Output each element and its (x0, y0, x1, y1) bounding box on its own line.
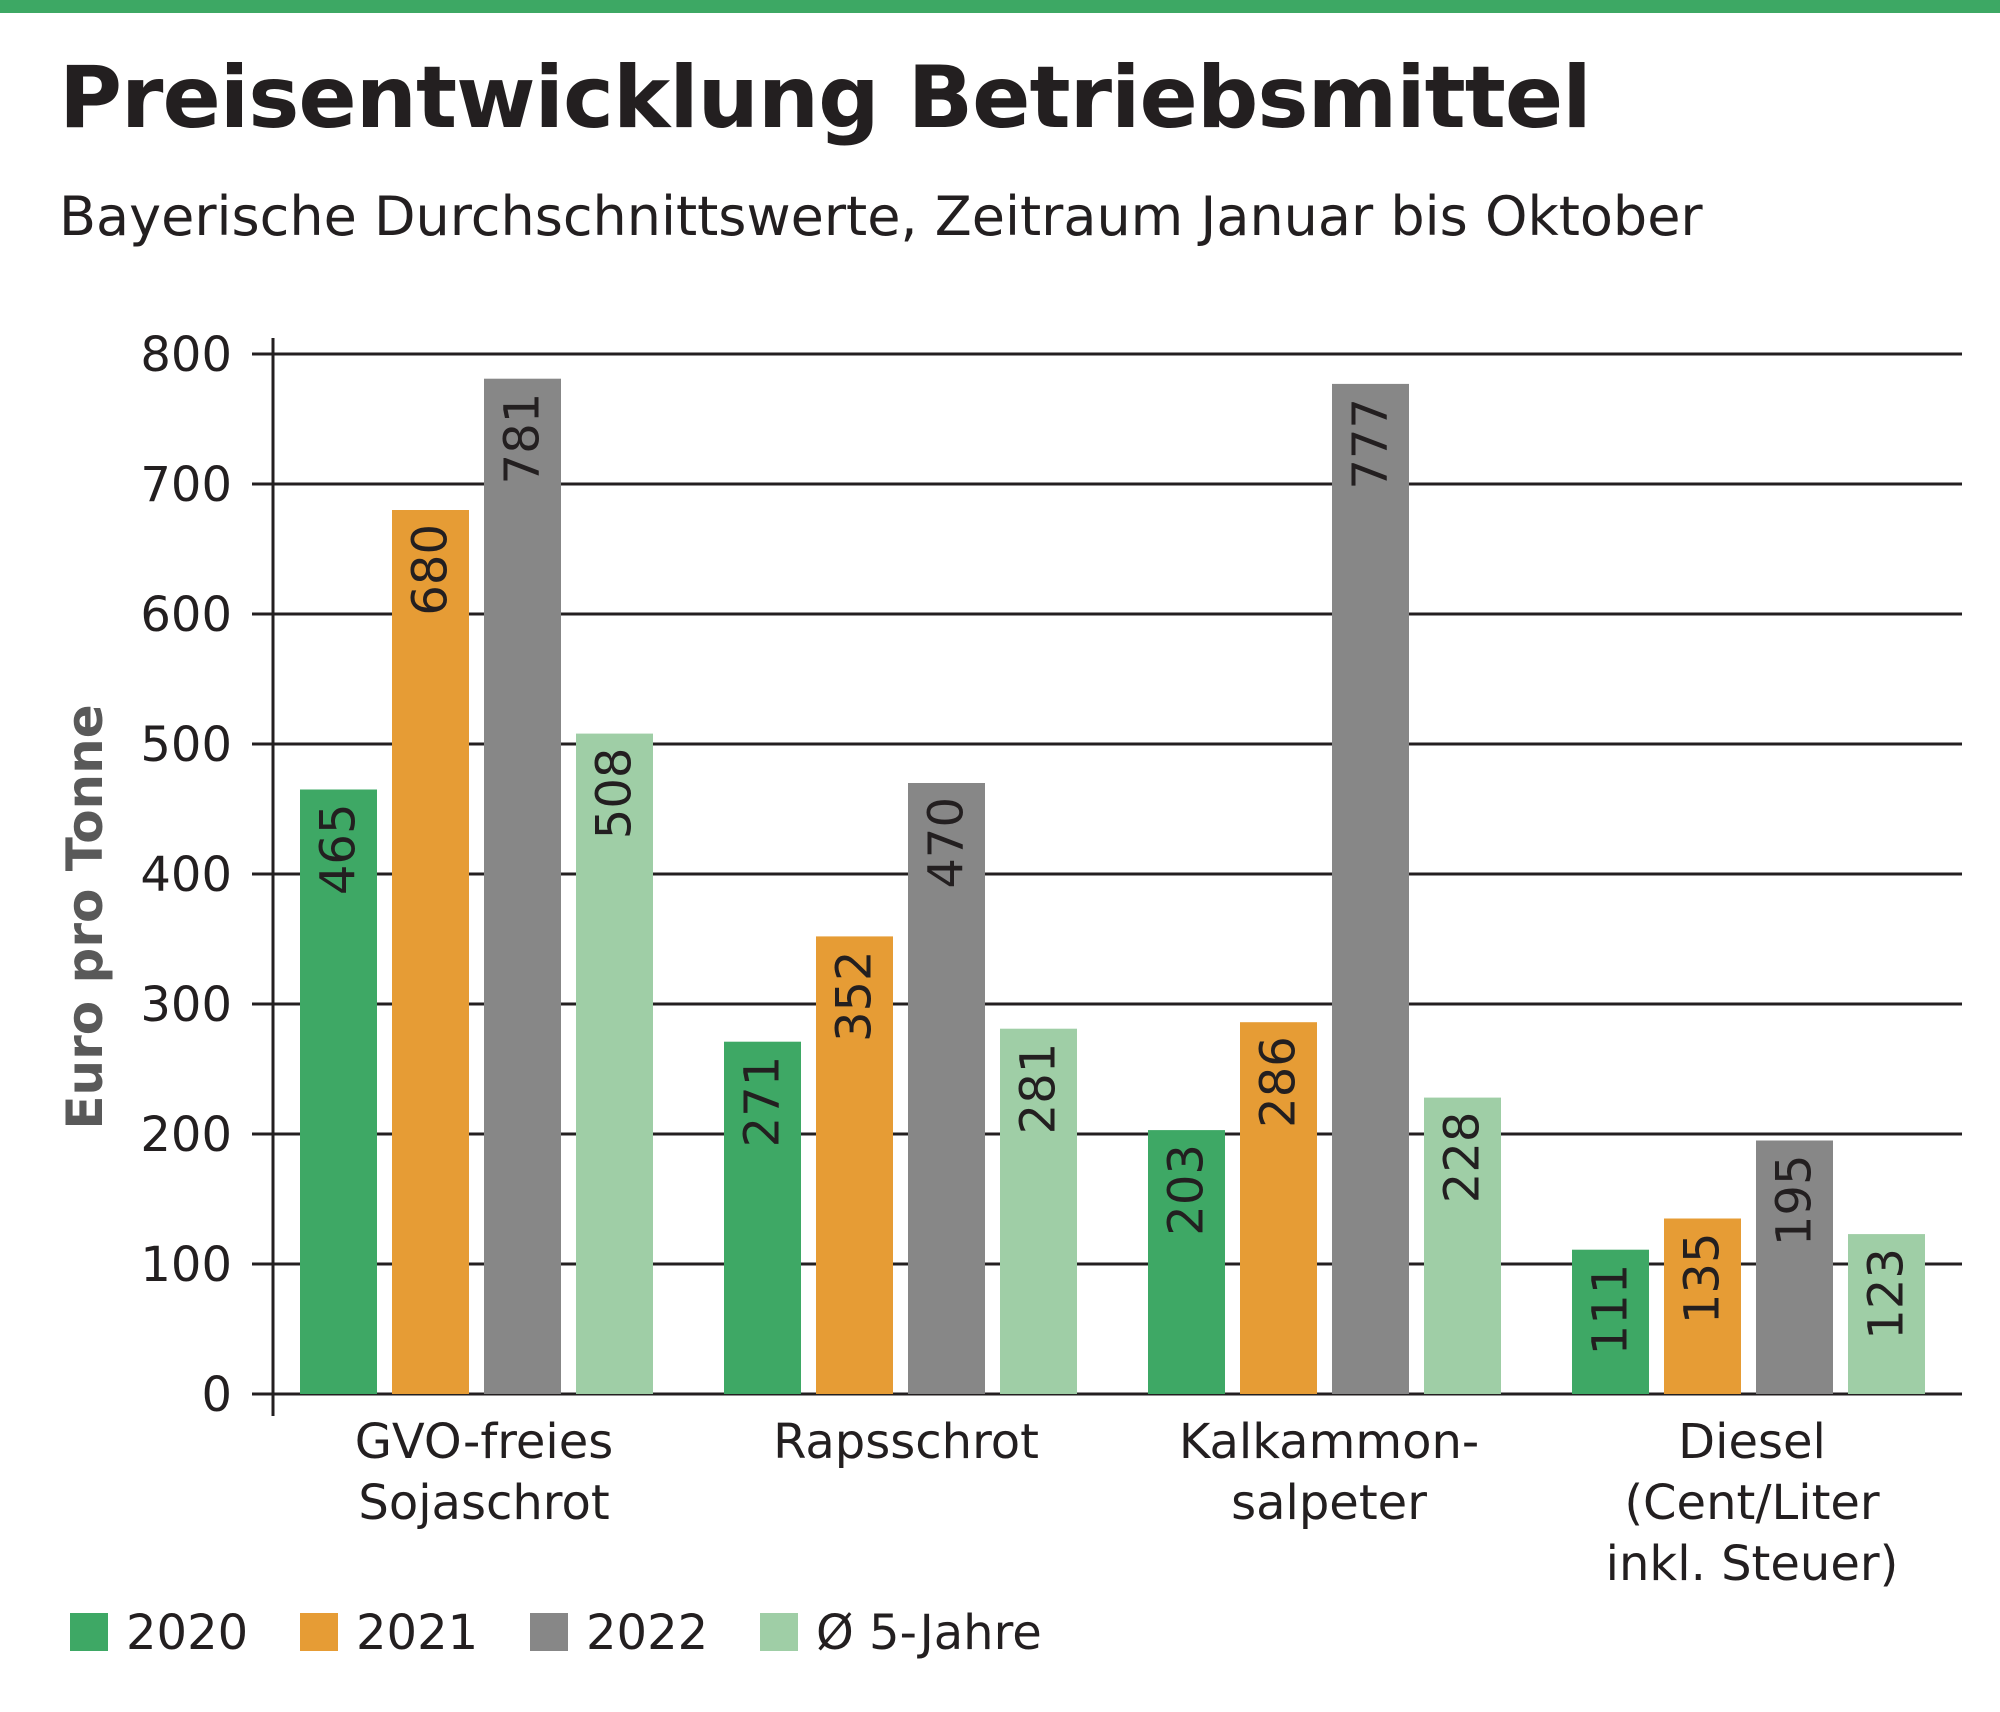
y-tick-label-500: 500 (140, 717, 232, 773)
bar-value-label: 465 (311, 804, 367, 896)
bar-2021-1 (816, 936, 893, 1394)
legend-swatch-2020 (70, 1613, 108, 1651)
y-tick-label-100: 100 (140, 1237, 232, 1293)
category-label-2: salpeter (1231, 1475, 1427, 1531)
bar-value-label: 680 (403, 524, 459, 616)
y-axis-label: Euro pro Tonne (56, 704, 114, 1129)
category-label-0: GVO-freies (355, 1414, 614, 1470)
bar-value-label: 111 (1583, 1264, 1639, 1356)
bar-2022-0 (484, 378, 561, 1394)
bar-2021-3 (1664, 1218, 1741, 1394)
bar-Ø 5-Jahre-1 (1000, 1028, 1077, 1394)
bar-Ø 5-Jahre-3 (1848, 1234, 1925, 1394)
y-tick-label-600: 600 (140, 587, 232, 643)
y-axis-ticks: 0 100 200 300 400 500 600 700 800 (140, 327, 232, 1423)
bars: 465 271 203 111 680 352 286 135 781 470 777 195 508 2… (300, 378, 1925, 1394)
bar-value-label: 352 (827, 950, 883, 1042)
chart-title: Preisentwicklung Betriebsmittel (59, 48, 1592, 148)
bar-value-label: 123 (1859, 1248, 1915, 1340)
bar-Ø 5-Jahre-0 (576, 733, 653, 1394)
y-tick-label-0: 0 (201, 1367, 232, 1423)
y-tick-label-800: 800 (140, 327, 232, 383)
legend-label: 2020 (126, 1605, 248, 1661)
legend-label: Ø 5-Jahre (816, 1605, 1042, 1661)
bar-2020-1 (724, 1041, 801, 1394)
bar-value-label: 777 (1343, 398, 1399, 490)
legend-swatch-Ø 5-Jahre (760, 1613, 798, 1651)
category-label-0: Sojaschrot (358, 1475, 609, 1531)
bar-value-label: 203 (1159, 1144, 1215, 1236)
category-label-3: inkl. Steuer) (1606, 1536, 1899, 1592)
legend: 2020 2021 2022 Ø 5-Jahre (70, 1605, 1042, 1661)
bar-value-label: 195 (1767, 1155, 1823, 1247)
bar-2022-2 (1332, 383, 1409, 1394)
bar-value-label: 781 (495, 393, 551, 485)
legend-label: 2021 (356, 1605, 478, 1661)
bar-value-label: 228 (1435, 1112, 1491, 1204)
bar-2022-1 (908, 783, 985, 1394)
bar-value-label: 281 (1011, 1043, 1067, 1135)
bar-value-label: 135 (1675, 1233, 1731, 1325)
bar-2020-2 (1148, 1130, 1225, 1394)
top-accent-bar (0, 0, 2000, 13)
bar-2022-3 (1756, 1140, 1833, 1394)
category-label-3: (Cent/Liter (1624, 1475, 1880, 1531)
bar-2020-0 (300, 789, 377, 1394)
bar-2020-3 (1572, 1249, 1649, 1394)
legend-label: 2022 (586, 1605, 708, 1661)
y-tick-label-400: 400 (140, 847, 232, 903)
bar-value-label: 508 (587, 748, 643, 840)
bar-value-label: 286 (1251, 1036, 1307, 1128)
bar-2021-2 (1240, 1022, 1317, 1394)
y-tick-label-300: 300 (140, 977, 232, 1033)
y-tick-label-700: 700 (140, 457, 232, 513)
category-label-2: Kalkammon- (1179, 1414, 1479, 1470)
legend-swatch-2021 (300, 1613, 338, 1651)
bar-2021-0 (392, 510, 469, 1394)
category-label-1: Rapsschrot (773, 1414, 1039, 1470)
bar-value-label: 271 (735, 1056, 791, 1148)
y-tick-label-200: 200 (140, 1107, 232, 1163)
category-label-3: Diesel (1678, 1414, 1826, 1470)
chart-subtitle: Bayerische Durchschnittswerte, Zeitraum … (59, 185, 1703, 248)
bar-Ø 5-Jahre-2 (1424, 1097, 1501, 1394)
legend-swatch-2022 (530, 1613, 568, 1651)
bar-value-label: 470 (919, 797, 975, 889)
